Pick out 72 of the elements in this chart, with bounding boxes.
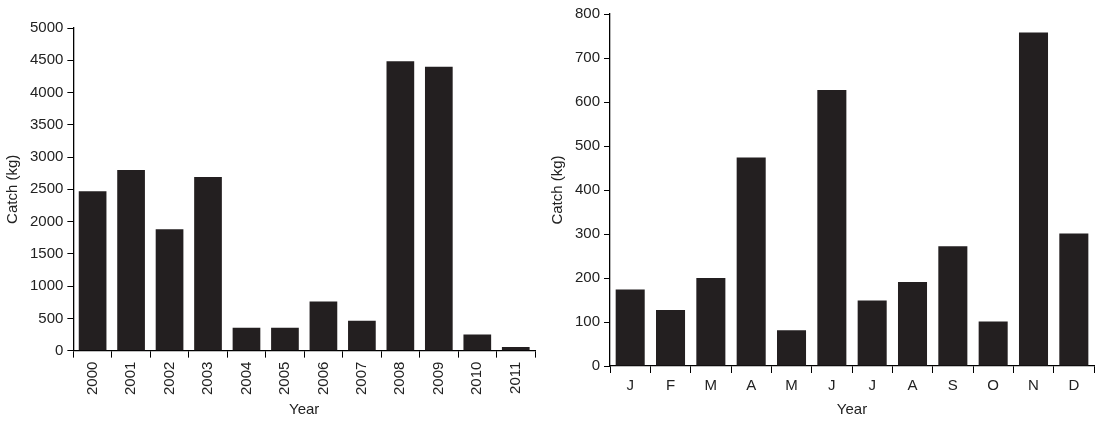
bar <box>348 320 376 351</box>
x-tick-label: J <box>626 376 634 394</box>
bar <box>155 229 184 351</box>
y-axis-title: Catch (kg) <box>548 155 566 225</box>
bar <box>857 300 887 366</box>
y-tick-label: 600 <box>575 92 601 110</box>
y-tick-label: 3500 <box>29 114 64 132</box>
y-tick-label: 0 <box>591 356 601 374</box>
y-tick-label: 2000 <box>29 211 64 229</box>
x-tick-label: 2010 <box>467 361 485 396</box>
y-tick-label: 1500 <box>29 243 64 261</box>
bar <box>978 321 1008 366</box>
y-tick-label: 300 <box>575 224 601 242</box>
x-tick-label: O <box>987 376 1000 394</box>
x-tick-label: D <box>1068 376 1080 394</box>
x-tick-label: 2004 <box>236 361 254 396</box>
x-tick-label: F <box>665 376 676 394</box>
x-tick-label: M <box>704 376 718 394</box>
y-tick-label: 400 <box>575 180 601 198</box>
y-tick-label: 200 <box>575 268 601 286</box>
x-tick-label: M <box>785 376 798 394</box>
bar <box>777 330 807 366</box>
y-tick-label: 500 <box>38 308 64 326</box>
x-tick-label: 2003 <box>198 361 216 396</box>
y-axis-title: Catch (kg) <box>3 154 21 224</box>
x-tick-label: 2005 <box>275 361 293 396</box>
y-tick-label: 800 <box>575 4 601 22</box>
bar <box>817 90 847 366</box>
x-tick-label: A <box>746 376 757 394</box>
bar <box>117 169 145 351</box>
bar <box>424 66 453 351</box>
x-tick-label: 2000 <box>82 361 100 396</box>
y-tick-label: 3000 <box>29 147 64 165</box>
y-tick-label: 4000 <box>29 82 64 100</box>
bar <box>309 301 338 351</box>
x-tick-label: A <box>907 376 918 394</box>
bar <box>501 347 530 351</box>
x-tick-label: 2008 <box>390 361 408 396</box>
x-tick-label: 2001 <box>121 361 139 396</box>
y-tick-label: 100 <box>575 312 601 330</box>
bar <box>194 177 222 351</box>
x-tick-label: 2007 <box>352 361 370 396</box>
y-tick-label: 1000 <box>29 276 64 294</box>
bar <box>897 281 928 366</box>
bar <box>463 334 492 351</box>
x-tick-label: 2009 <box>428 361 446 396</box>
bar <box>938 246 968 366</box>
y-tick-label: 700 <box>575 48 601 66</box>
x-tick-label: 2011 <box>505 361 523 394</box>
y-tick-label: 2500 <box>29 179 64 197</box>
bar <box>386 61 415 351</box>
x-tick-label: J <box>868 376 876 394</box>
x-tick-label: 2006 <box>313 361 331 396</box>
x-axis-title: Year <box>289 400 320 418</box>
bar <box>271 327 299 351</box>
y-tick-label: 4500 <box>29 50 64 68</box>
y-tick-label: 500 <box>575 136 601 154</box>
x-tick-label: 2002 <box>159 361 177 396</box>
bar <box>78 191 107 351</box>
y-tick-label: 0 <box>55 340 64 358</box>
x-axis-title: Year <box>836 400 868 418</box>
bar <box>1018 32 1049 366</box>
bar <box>1059 233 1089 366</box>
bar <box>615 289 645 366</box>
bar <box>232 327 261 351</box>
x-tick-label: S <box>947 376 958 394</box>
x-tick-label: J <box>828 376 836 394</box>
bar <box>656 310 686 366</box>
bar <box>696 278 726 366</box>
y-tick-label: 5000 <box>29 18 64 36</box>
bar <box>736 157 766 366</box>
x-tick-label: N <box>1028 376 1039 394</box>
